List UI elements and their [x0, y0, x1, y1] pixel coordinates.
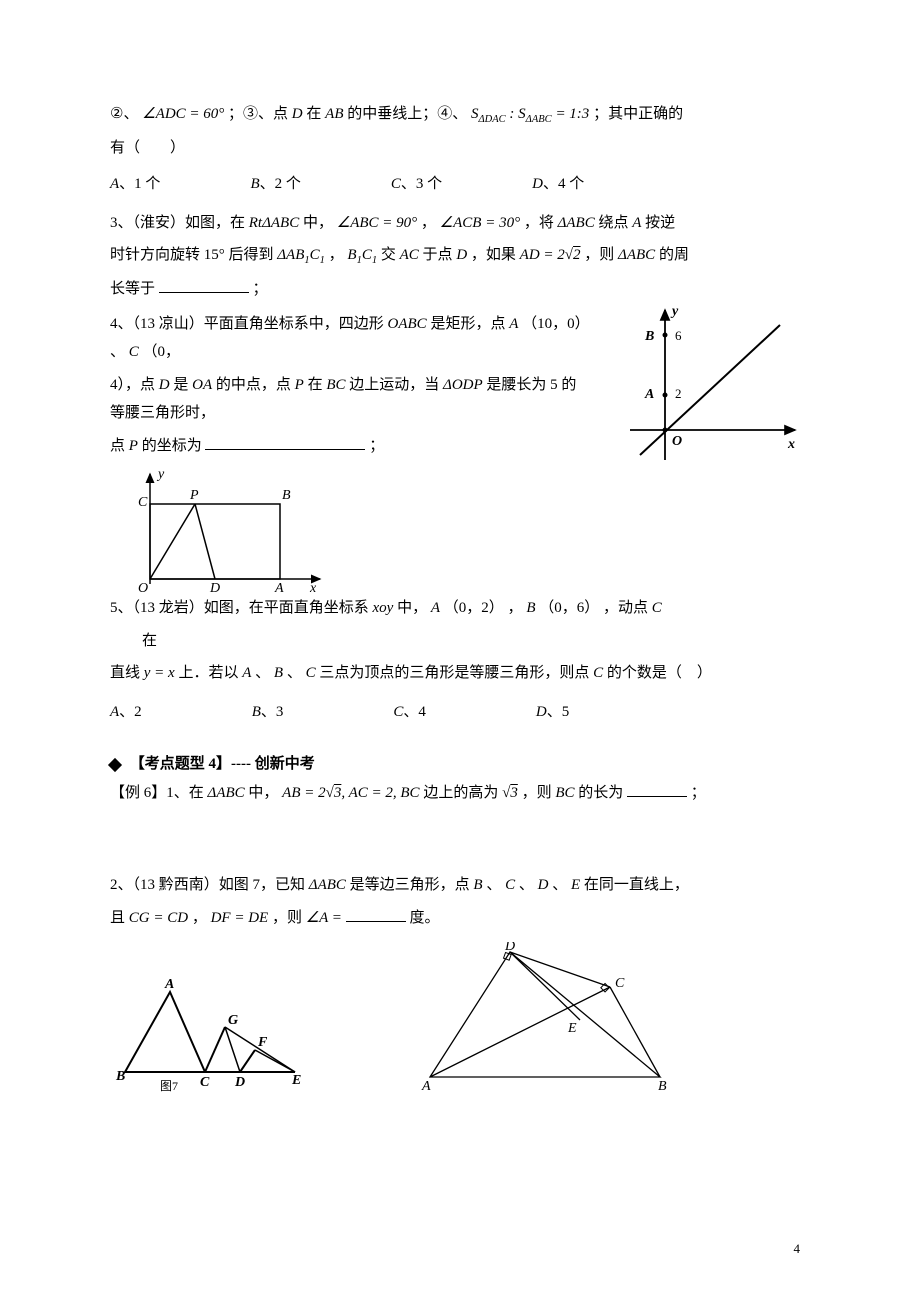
q5-optC: C、4 — [393, 698, 426, 727]
ex6-2-line1: 2、（13 黔西南）如图 7，已知 ΔABC 是等边三角形，点 B 、 C 、 … — [110, 871, 810, 900]
svg-text:C: C — [138, 495, 148, 510]
svg-text:y: y — [670, 304, 679, 319]
q4-blank — [205, 434, 365, 450]
svg-text:E: E — [291, 1073, 301, 1088]
q4-block: 4、（13 凉山）平面直角坐标系中，四边形 OABC 是矩形，点 A （10，0… — [110, 310, 810, 595]
section4-heading: 【考点题型 4】---- 创新中考 — [110, 750, 810, 779]
svg-text:6: 6 — [675, 328, 682, 343]
svg-text:C: C — [200, 1075, 210, 1090]
q2-ratio: SΔDAC : SΔABC = 1:3 — [471, 106, 589, 122]
ex6-2-line2: 且 CG = CD ， DF = DE ，则 ∠A = 度。 — [110, 904, 810, 933]
q2-ab: AB — [325, 106, 343, 122]
svg-text:D: D — [209, 581, 220, 594]
svg-text:A: A — [274, 581, 284, 594]
q2-tail: ；其中正确的 — [593, 106, 683, 122]
svg-text:D: D — [234, 1075, 245, 1090]
svg-text:B: B — [282, 488, 291, 503]
q2-mid1: 在 — [306, 106, 325, 122]
q2-line2: 有（ ） — [110, 134, 810, 163]
svg-text:B: B — [644, 329, 654, 344]
q2-optB: B、2 个 — [250, 170, 300, 199]
svg-text:2: 2 — [675, 386, 682, 401]
q3-blank — [159, 277, 249, 293]
q2-sep1: ；③、点 — [228, 106, 288, 122]
page: ②、 ∠ADC = 60° ；③、点 D 在 AB 的中垂线上；④、 SΔDAC… — [0, 0, 920, 1302]
q2-optA: A、1 个 — [110, 170, 160, 199]
ex6-2-figures: A G F B C D E 图7 A B C D E — [110, 942, 810, 1092]
svg-text:F: F — [257, 1035, 268, 1050]
svg-text:A: A — [421, 1079, 431, 1092]
q2-options: A、1 个 B、2 个 C、3 个 D、4 个 — [110, 170, 810, 199]
svg-text:A: A — [164, 977, 174, 992]
ex6-2-blank — [346, 906, 406, 922]
svg-text:B: B — [658, 1079, 667, 1092]
q2-optC: C、3 个 — [391, 170, 442, 199]
q3-line1: 3、（淮安）如图，在 RtΔABC 中， ∠ABC = 90° ， ∠ACB =… — [110, 209, 810, 238]
q4-line3: 点 P 的坐标为 ； — [110, 432, 590, 461]
q3-line2: 时针方向旋转 15° 后得到 ΔAB1C1 ， B1C1 交 AC 于点 D ，… — [110, 241, 810, 271]
svg-text:D: D — [504, 942, 515, 954]
svg-text:G: G — [228, 1013, 238, 1028]
fig7-triangle: A G F B C D E 图7 — [110, 972, 310, 1092]
page-number: 4 — [794, 1237, 801, 1262]
svg-text:B: B — [115, 1069, 125, 1084]
ex6-1: 【例 6】1、在 ΔABC 中， AB = 2√3, AC = 2, BC 边上… — [110, 779, 810, 808]
q2-circ2: ②、 — [110, 106, 138, 122]
svg-text:E: E — [567, 1021, 577, 1036]
q4-line2: 4），点 D 是 OA 的中点，点 P 在 BC 边上运动，当 ΔODP 是腰长… — [110, 371, 590, 428]
q2-mid2: 的中垂线上；④、 — [347, 106, 467, 122]
diamond-icon — [108, 758, 122, 772]
q4-rect-figure: C P B O D A x y — [110, 464, 330, 594]
q4-line1: 4、（13 凉山）平面直角坐标系中，四边形 OABC 是矩形，点 A （10，0… — [110, 310, 590, 367]
quad-figure: A B C D E — [410, 942, 670, 1092]
ex6-2-block: 2、（13 黔西南）如图 7，已知 ΔABC 是等边三角形，点 B 、 C 、 … — [110, 871, 810, 936]
q5-options: A、2 B、3 C、4 D、5 — [110, 698, 810, 727]
svg-text:P: P — [189, 488, 199, 503]
q2-optD: D、4 个 — [532, 170, 584, 199]
q2-d: D — [292, 106, 303, 122]
svg-text:x: x — [787, 437, 795, 452]
svg-text:O: O — [672, 434, 682, 449]
q5-line2: 直线 y = x 上．若以 A 、 B 、 C 三点为顶点的三角形是等腰三角形，… — [110, 659, 810, 688]
q2-line1: ②、 ∠ADC = 60° ；③、点 D 在 AB 的中垂线上；④、 SΔDAC… — [110, 100, 810, 130]
q5-line-indent: 在 — [110, 627, 810, 656]
svg-text:y: y — [156, 467, 165, 482]
svg-text:A: A — [644, 387, 654, 402]
q5-line1: 5、（13 龙岩）如图，在平面直角坐标系 xoy 中， A （0，2） ， B … — [110, 594, 810, 623]
svg-text:C: C — [615, 976, 625, 991]
q4-coord-figure: B 6 A 2 O x y — [610, 300, 810, 470]
svg-text:O: O — [138, 581, 148, 594]
ex6-1-blank — [627, 781, 687, 797]
q5-optA: A、2 — [110, 698, 142, 727]
svg-text:图7: 图7 — [160, 1079, 178, 1092]
svg-text:x: x — [309, 581, 317, 594]
q5-optD: D、5 — [536, 698, 569, 727]
q5-optB: B、3 — [252, 698, 284, 727]
q2-angle-adc: ∠ADC = 60° — [142, 106, 224, 122]
